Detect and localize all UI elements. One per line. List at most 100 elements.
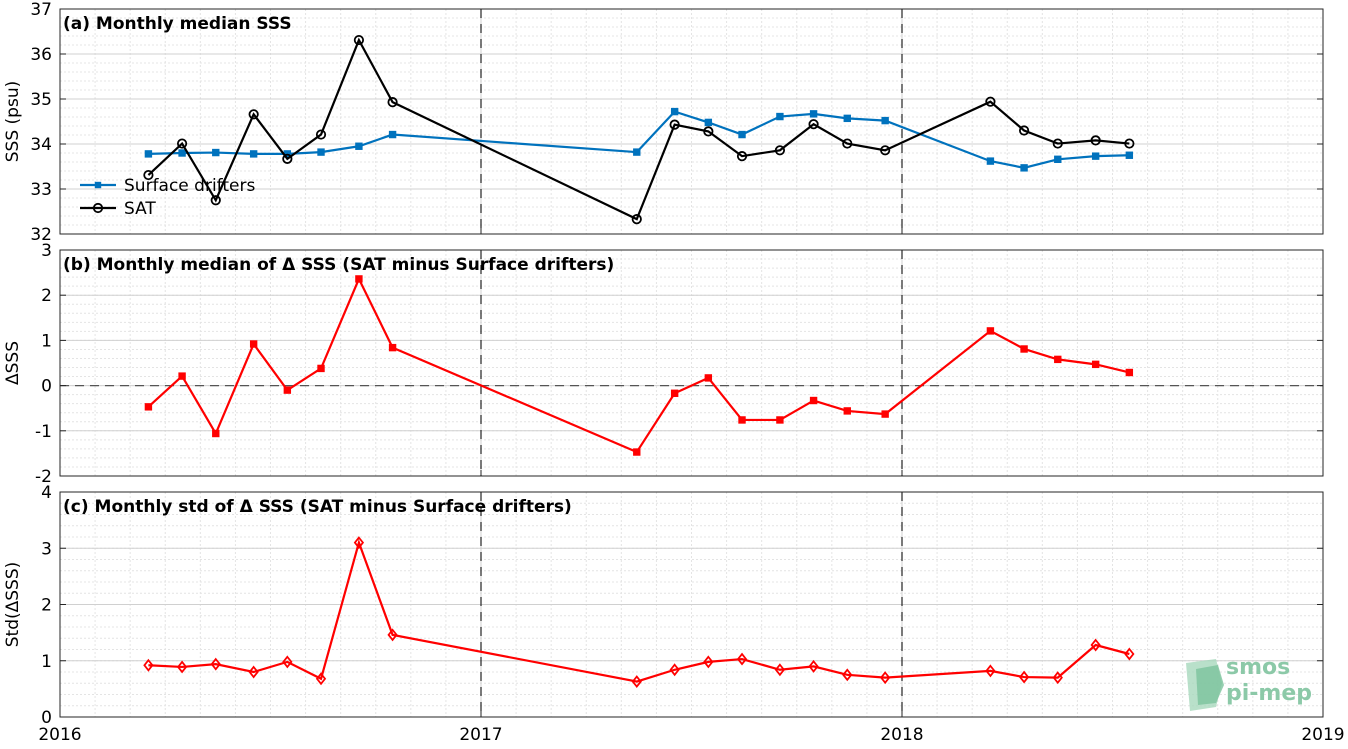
data-point — [212, 148, 220, 157]
data-point — [880, 671, 891, 685]
data-point — [843, 407, 851, 415]
data-point — [985, 664, 996, 678]
y-tick-label: 0 — [41, 708, 52, 728]
data-point — [809, 110, 818, 118]
logo-mark-icon — [1186, 659, 1224, 711]
data-point — [1091, 360, 1100, 369]
y-axis-label: SSS (psu) — [3, 81, 23, 162]
data-point — [776, 416, 784, 424]
series-line — [147, 37, 1130, 221]
data-point — [1125, 368, 1134, 377]
data-point — [704, 374, 713, 382]
y-tick-label: 1 — [41, 331, 52, 351]
legend-label: SAT — [124, 199, 156, 219]
data-point — [704, 118, 713, 127]
y-axis-label: Std(ΔSSS) — [3, 562, 23, 648]
data-point — [387, 628, 398, 642]
series-line — [148, 110, 1130, 169]
y-tick-label: 32 — [30, 225, 52, 245]
x-tick-label: 2018 — [880, 725, 923, 745]
data-point — [1054, 155, 1062, 164]
data-point — [178, 372, 186, 380]
y-tick-label: 35 — [30, 90, 52, 110]
logo-text-smos: smos — [1226, 655, 1291, 680]
y-tick-label: 36 — [30, 45, 52, 65]
logo: smos pi-mep — [1186, 655, 1326, 715]
data-point — [738, 130, 746, 139]
data-point — [881, 410, 889, 418]
y-tick-label: 3 — [41, 539, 52, 559]
panel-title: (a) Monthly median SSS — [63, 14, 292, 34]
data-point — [774, 145, 786, 156]
data-point — [808, 659, 819, 673]
data-point — [986, 157, 995, 165]
data-point — [1018, 670, 1030, 684]
data-point — [355, 275, 363, 283]
data-point — [249, 150, 258, 158]
data-point — [355, 142, 363, 150]
data-point — [210, 195, 221, 206]
data-point — [176, 660, 188, 674]
data-point — [144, 150, 153, 158]
data-point — [1124, 647, 1135, 661]
data-point — [631, 214, 642, 225]
y-tick-label: 2 — [41, 286, 52, 306]
data-point — [985, 96, 996, 107]
legend-label: Surface drifters — [124, 176, 255, 196]
data-point — [1020, 164, 1028, 172]
axes-box — [59, 8, 1324, 235]
data-point — [669, 119, 680, 130]
data-point — [880, 145, 891, 156]
data-point — [388, 130, 397, 139]
data-point — [248, 109, 259, 120]
axes-box — [59, 249, 1324, 477]
data-point — [1125, 151, 1134, 159]
data-point — [809, 396, 818, 405]
y-tick-label: 1 — [41, 652, 52, 672]
data-point — [842, 668, 853, 682]
data-point — [1052, 671, 1063, 685]
data-point — [315, 672, 327, 686]
data-point — [1020, 345, 1028, 353]
data-point — [986, 327, 995, 335]
y-tick-label: 3 — [41, 241, 52, 261]
data-point — [631, 675, 642, 689]
data-point — [249, 340, 258, 348]
data-point — [736, 151, 748, 162]
data-point — [670, 107, 679, 116]
data-point — [1052, 138, 1063, 149]
legend-marker — [92, 202, 104, 214]
logo-text-pimep: pi-mep — [1226, 681, 1313, 706]
data-point — [282, 655, 293, 669]
data-point — [317, 148, 325, 156]
data-point — [388, 343, 397, 352]
data-point — [843, 114, 851, 123]
data-point — [633, 448, 641, 456]
x-tick-label: 2019 — [1301, 725, 1344, 745]
data-point — [387, 97, 398, 108]
series-line — [148, 539, 1130, 683]
y-tick-label: 0 — [41, 377, 52, 397]
panel-1: 32 33 34 35 36 37 SSS (psu) Surface drifters SAT… — [3, 0, 1324, 245]
data-point — [353, 536, 365, 550]
y-tick-label: 4 — [41, 483, 52, 503]
data-point — [736, 652, 748, 666]
data-point — [669, 663, 680, 677]
y-tick-label: -2 — [35, 467, 52, 487]
x-tick-label: 2016 — [38, 725, 81, 745]
data-point — [776, 112, 784, 121]
data-point — [178, 149, 186, 157]
data-point — [144, 403, 153, 411]
y-tick-label: 34 — [30, 135, 52, 155]
data-point — [315, 129, 327, 140]
data-point — [176, 138, 188, 149]
data-point — [210, 657, 221, 671]
series-line — [147, 276, 1130, 454]
legend-marker — [94, 181, 102, 189]
data-point — [1091, 152, 1100, 160]
panel-title: (b) Monthly median of Δ SSS (SAT minus S… — [63, 255, 614, 275]
data-point — [143, 658, 154, 672]
data-point — [842, 138, 853, 149]
